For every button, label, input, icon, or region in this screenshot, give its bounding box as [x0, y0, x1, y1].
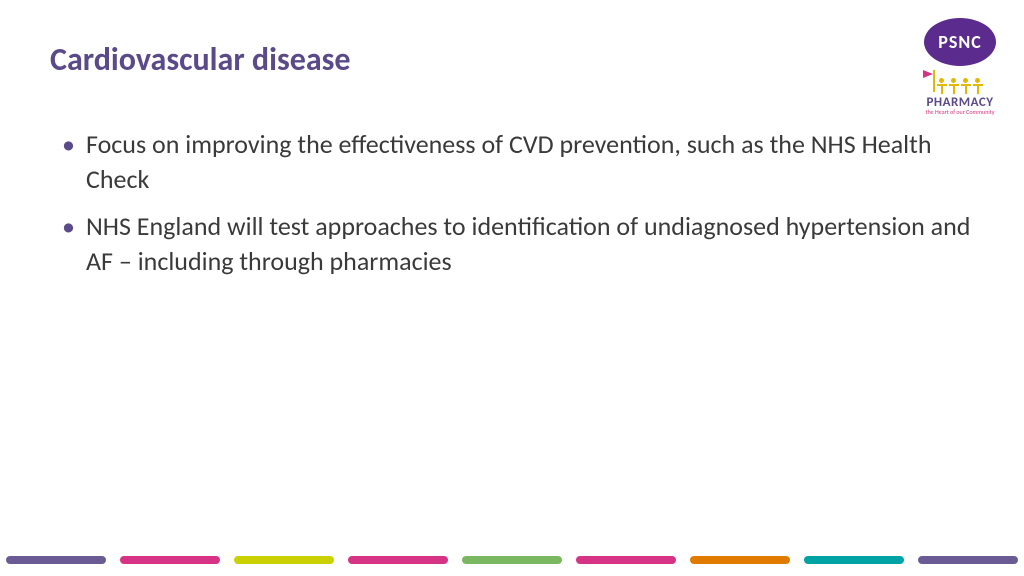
color-seg: [348, 556, 448, 564]
color-seg: [234, 556, 334, 564]
color-seg: [576, 556, 676, 564]
pharmacy-tagline: the Heart of our Community: [925, 109, 994, 115]
bullet-item: Focus on improving the effectiveness of …: [58, 127, 974, 197]
pharmacy-logo: PHARMACY the Heart of our Community: [925, 72, 994, 115]
color-bar: [0, 556, 1024, 564]
color-seg: [690, 556, 790, 564]
color-seg: [918, 556, 1018, 564]
bullet-list: Focus on improving the effectiveness of …: [50, 127, 974, 279]
color-seg: [462, 556, 562, 564]
psnc-text: PSNC: [938, 31, 981, 53]
color-seg: [804, 556, 904, 564]
logo-area: PSNC PHARMACY the Heart of our Community: [924, 18, 996, 115]
bullet-item: NHS England will test approaches to iden…: [58, 209, 974, 279]
flag-pole-icon: [933, 70, 935, 92]
psnc-logo: PSNC: [924, 18, 996, 66]
pharmacy-figures-icon: [937, 72, 983, 94]
color-seg: [120, 556, 220, 564]
flag-icon: [923, 70, 933, 78]
slide: Cardiovascular disease Focus on improvin…: [0, 0, 1024, 576]
color-seg: [6, 556, 106, 564]
slide-title: Cardiovascular disease: [50, 40, 974, 79]
